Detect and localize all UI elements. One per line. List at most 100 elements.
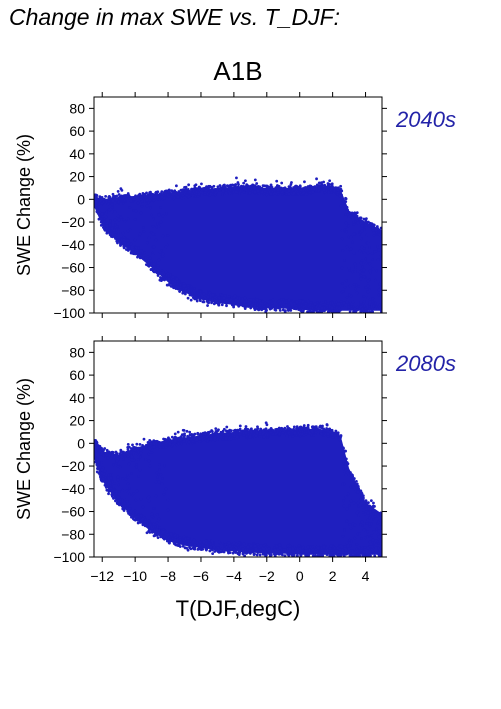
scatter-point — [107, 208, 111, 212]
scatter-point — [174, 184, 178, 188]
scatter-point — [141, 505, 145, 509]
scatter-point — [197, 192, 201, 196]
scatter-point — [309, 551, 313, 554]
scatter-point — [183, 186, 186, 189]
scatter-point — [187, 286, 190, 289]
scatter-point — [262, 435, 266, 439]
scatter-point — [353, 551, 357, 555]
scatter-point — [176, 282, 179, 286]
scatter-point — [152, 262, 156, 266]
scatter-point — [287, 298, 291, 302]
scatter-point — [121, 477, 125, 480]
scatter-point — [98, 195, 102, 199]
scatter-point — [318, 550, 321, 554]
scatter-point — [196, 292, 199, 295]
scatter-point — [302, 308, 305, 312]
scatter-point — [371, 549, 375, 553]
scatter-point — [116, 475, 120, 479]
scatter-point — [177, 442, 180, 446]
scatter-point — [173, 541, 177, 545]
scatter-point — [366, 241, 370, 245]
scatter-point — [132, 458, 136, 462]
scatter-point — [345, 519, 348, 523]
scatter-point — [361, 307, 364, 310]
scatter-point — [352, 252, 356, 256]
scatter-point — [152, 506, 155, 510]
scatter-point — [346, 462, 349, 466]
scatter-point — [344, 495, 348, 499]
scatter-point — [161, 234, 165, 238]
scatter-point — [376, 258, 380, 262]
scatter-point — [246, 545, 250, 549]
scatter-point — [354, 310, 358, 313]
scatter-point — [379, 257, 382, 261]
scatter-point — [188, 430, 192, 434]
scatter-point — [238, 424, 242, 428]
scatter-point — [292, 425, 296, 429]
scatter-point — [344, 196, 347, 200]
scatter-point — [244, 434, 248, 438]
scatter-point — [185, 289, 189, 293]
scatter-point — [207, 301, 211, 305]
scatter-point — [304, 549, 308, 553]
scatter-point — [355, 479, 358, 483]
scatter-point — [171, 275, 175, 279]
scatter-point — [168, 442, 172, 446]
scatter-point — [299, 308, 302, 312]
y-tick-label: −80 — [61, 282, 85, 298]
scatter-point — [368, 307, 372, 311]
scatter-point — [323, 429, 327, 432]
scatter-point — [254, 547, 258, 551]
scatter-point — [115, 239, 119, 243]
scatter-point — [214, 299, 218, 303]
scatter-point — [232, 429, 236, 433]
scatter-point — [358, 249, 362, 253]
scatter-point — [198, 540, 202, 544]
scatter-point — [154, 238, 158, 242]
scatter-point — [330, 310, 334, 313]
scatter-point — [104, 215, 108, 219]
y-tick-label: 60 — [69, 123, 85, 139]
scatter-point — [341, 548, 345, 552]
scatter-point — [140, 518, 144, 522]
scatter-point — [97, 471, 101, 475]
scatter-point — [273, 429, 277, 433]
scatter-point — [188, 190, 192, 194]
scatter-point — [379, 511, 382, 515]
scatter-point — [102, 197, 106, 201]
scatter-point — [298, 305, 301, 309]
scatter-point — [154, 494, 158, 498]
scatter-point — [364, 507, 368, 511]
scatter-point — [336, 546, 339, 550]
scatter-point — [169, 284, 173, 288]
scatter-point — [150, 512, 154, 516]
scatter-point — [355, 305, 359, 309]
scatter-point — [96, 465, 100, 469]
scatter-point — [253, 304, 257, 308]
scatter-point — [233, 432, 236, 436]
scatter-point — [165, 212, 168, 216]
scatter-point — [291, 188, 295, 192]
scatter-point — [96, 446, 100, 450]
scatter-point — [190, 537, 194, 541]
scatter-point — [249, 298, 253, 302]
scatter-point — [377, 529, 381, 533]
scatter-point — [363, 304, 366, 308]
scatter-point — [307, 548, 311, 552]
scatter-point — [111, 480, 114, 484]
scatter-point — [372, 530, 376, 534]
scatter-point — [267, 300, 271, 304]
scatter-point — [342, 199, 346, 203]
scatter-point — [344, 449, 347, 453]
scatter-point — [143, 520, 147, 523]
scatter-point — [168, 438, 171, 442]
scatter-point — [277, 299, 281, 303]
scatter-point — [145, 241, 149, 245]
scatter-point — [314, 305, 318, 309]
scatter-point — [265, 193, 269, 197]
scatter-point — [267, 188, 271, 192]
scatter-point — [297, 431, 300, 435]
scatter-point — [146, 496, 150, 500]
scatter-point — [368, 246, 371, 250]
scatter-point — [266, 191, 270, 194]
